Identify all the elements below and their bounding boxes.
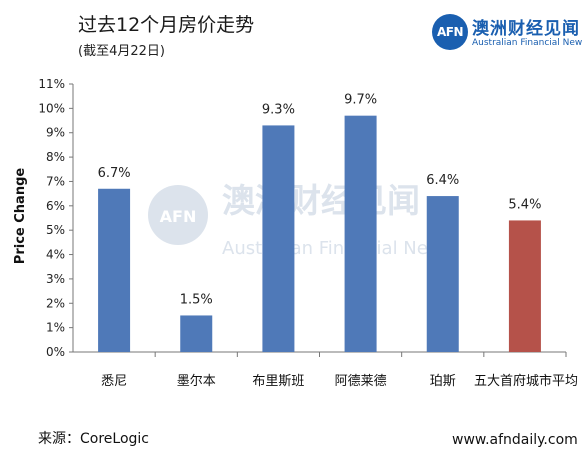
brand-header: AFN 澳洲财经见闻 Australian Financial News <box>432 12 582 60</box>
y-tick-label: 0% <box>46 345 65 359</box>
chart-title: 过去12个月房价走势 <box>78 14 255 36</box>
brand-name-cn: 澳洲财经见闻 <box>472 19 580 39</box>
website-url: www.afndaily.com <box>452 432 578 448</box>
bar <box>180 315 213 352</box>
y-tick-label: 10% <box>38 101 65 115</box>
category-label: 五大首府城市平均 <box>474 373 578 389</box>
category-label: 珀斯 <box>430 374 456 389</box>
data-label: 9.3% <box>262 102 295 117</box>
afn-logo-icon: AFN <box>432 14 468 50</box>
y-tick-label: 3% <box>46 272 65 286</box>
bar <box>426 196 459 352</box>
category-label: 阿德莱德 <box>335 374 387 389</box>
data-label: 5.4% <box>508 197 541 212</box>
watermark-logo-icon <box>148 185 208 245</box>
y-tick-label: 6% <box>46 199 65 213</box>
y-tick-label: 1% <box>46 321 65 335</box>
category-label: 墨尔本 <box>177 374 216 389</box>
bar <box>344 115 377 352</box>
watermark-name-en: Australian Financial News <box>222 238 452 259</box>
y-tick-label: 5% <box>46 223 65 237</box>
data-label: 6.7% <box>98 166 131 181</box>
bar <box>98 188 131 352</box>
source-note: 来源：CoreLogic <box>38 431 149 447</box>
category-label: 悉尼 <box>101 374 127 389</box>
data-label: 6.4% <box>426 173 459 188</box>
y-tick-label: 4% <box>46 248 65 262</box>
y-tick-label: 8% <box>46 150 65 164</box>
watermark: AFN 澳洲财经见闻 Australian Financial News <box>148 181 452 259</box>
bar <box>508 220 541 352</box>
data-label: 9.7% <box>344 93 377 108</box>
bar <box>262 125 295 352</box>
data-label: 1.5% <box>180 292 213 307</box>
watermark-name-cn: 澳洲财经见闻 <box>222 181 420 220</box>
y-tick-label: 7% <box>46 174 65 188</box>
brand-name-en: Australian Financial News <box>472 38 582 48</box>
watermark-logo-text: AFN <box>160 207 197 226</box>
y-tick-label: 11% <box>38 77 65 91</box>
category-label: 布里斯班 <box>252 374 304 389</box>
chart-subtitle: (截至4月22日) <box>78 44 165 59</box>
y-axis-label: Price Change <box>13 168 28 265</box>
y-tick-label: 2% <box>46 296 65 310</box>
y-tick-label: 9% <box>46 126 65 140</box>
